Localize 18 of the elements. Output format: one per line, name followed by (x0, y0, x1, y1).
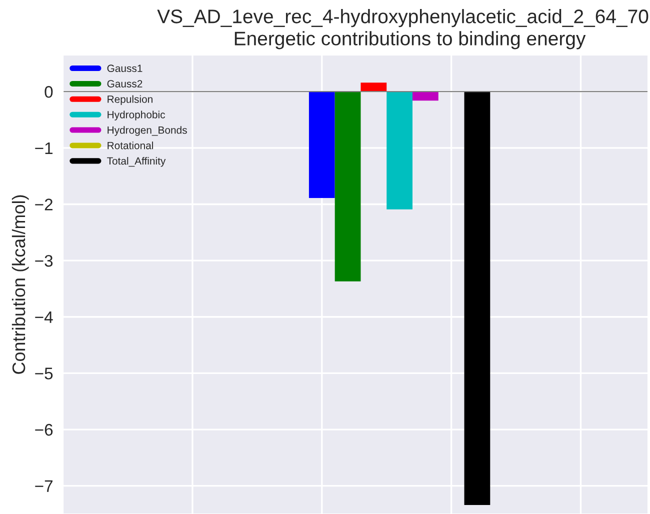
legend-label: Total_Affinity (107, 157, 166, 167)
legend-label: Gauss2 (107, 80, 142, 88)
legend-label: Rotational (108, 142, 154, 150)
legend-label: Gauss1 (107, 64, 142, 72)
legend-label: Hydrogen_Bonds (108, 126, 187, 136)
legend-label: Hydrophobic (108, 110, 166, 120)
y-tick-label: −6 (35, 424, 53, 436)
chart-subtitle: Energetic contributions to binding energy (234, 31, 586, 50)
legend-label: Repulsion (108, 95, 152, 105)
y-tick-label: −3 (35, 254, 53, 267)
y-tick-label: −4 (35, 311, 53, 323)
y-axis-title: Contribution (kcal/mol) (12, 195, 29, 374)
y-tick-label: 0 (44, 86, 53, 98)
y-tick-label: −1 (35, 142, 53, 154)
y-tick-label: −7 (35, 480, 52, 492)
chart-title: VS_AD_1eve_rec_4-hydroxyphenylacetic_acid_2_64_70 (157, 9, 648, 28)
y-tick-label: −2 (35, 198, 52, 210)
y-tick-label: −5 (35, 368, 53, 380)
